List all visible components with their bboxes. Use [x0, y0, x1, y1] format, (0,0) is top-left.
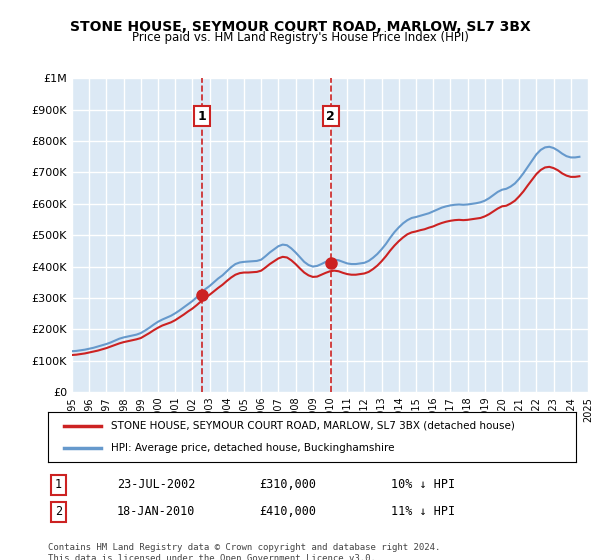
Text: 2: 2	[326, 110, 335, 123]
Text: 11% ↓ HPI: 11% ↓ HPI	[391, 505, 455, 519]
Text: STONE HOUSE, SEYMOUR COURT ROAD, MARLOW, SL7 3BX: STONE HOUSE, SEYMOUR COURT ROAD, MARLOW,…	[70, 20, 530, 34]
Text: 23-JUL-2002: 23-JUL-2002	[116, 478, 195, 492]
Text: 1: 1	[55, 478, 62, 492]
Text: £410,000: £410,000	[259, 505, 316, 519]
Text: 2: 2	[55, 505, 62, 519]
Text: 10% ↓ HPI: 10% ↓ HPI	[391, 478, 455, 492]
Text: £310,000: £310,000	[259, 478, 316, 492]
Text: STONE HOUSE, SEYMOUR COURT ROAD, MARLOW, SL7 3BX (detached house): STONE HOUSE, SEYMOUR COURT ROAD, MARLOW,…	[112, 421, 515, 431]
Text: 1: 1	[197, 110, 206, 123]
Text: 18-JAN-2010: 18-JAN-2010	[116, 505, 195, 519]
Text: HPI: Average price, detached house, Buckinghamshire: HPI: Average price, detached house, Buck…	[112, 443, 395, 453]
Text: Contains HM Land Registry data © Crown copyright and database right 2024.
This d: Contains HM Land Registry data © Crown c…	[48, 543, 440, 560]
Text: Price paid vs. HM Land Registry's House Price Index (HPI): Price paid vs. HM Land Registry's House …	[131, 31, 469, 44]
